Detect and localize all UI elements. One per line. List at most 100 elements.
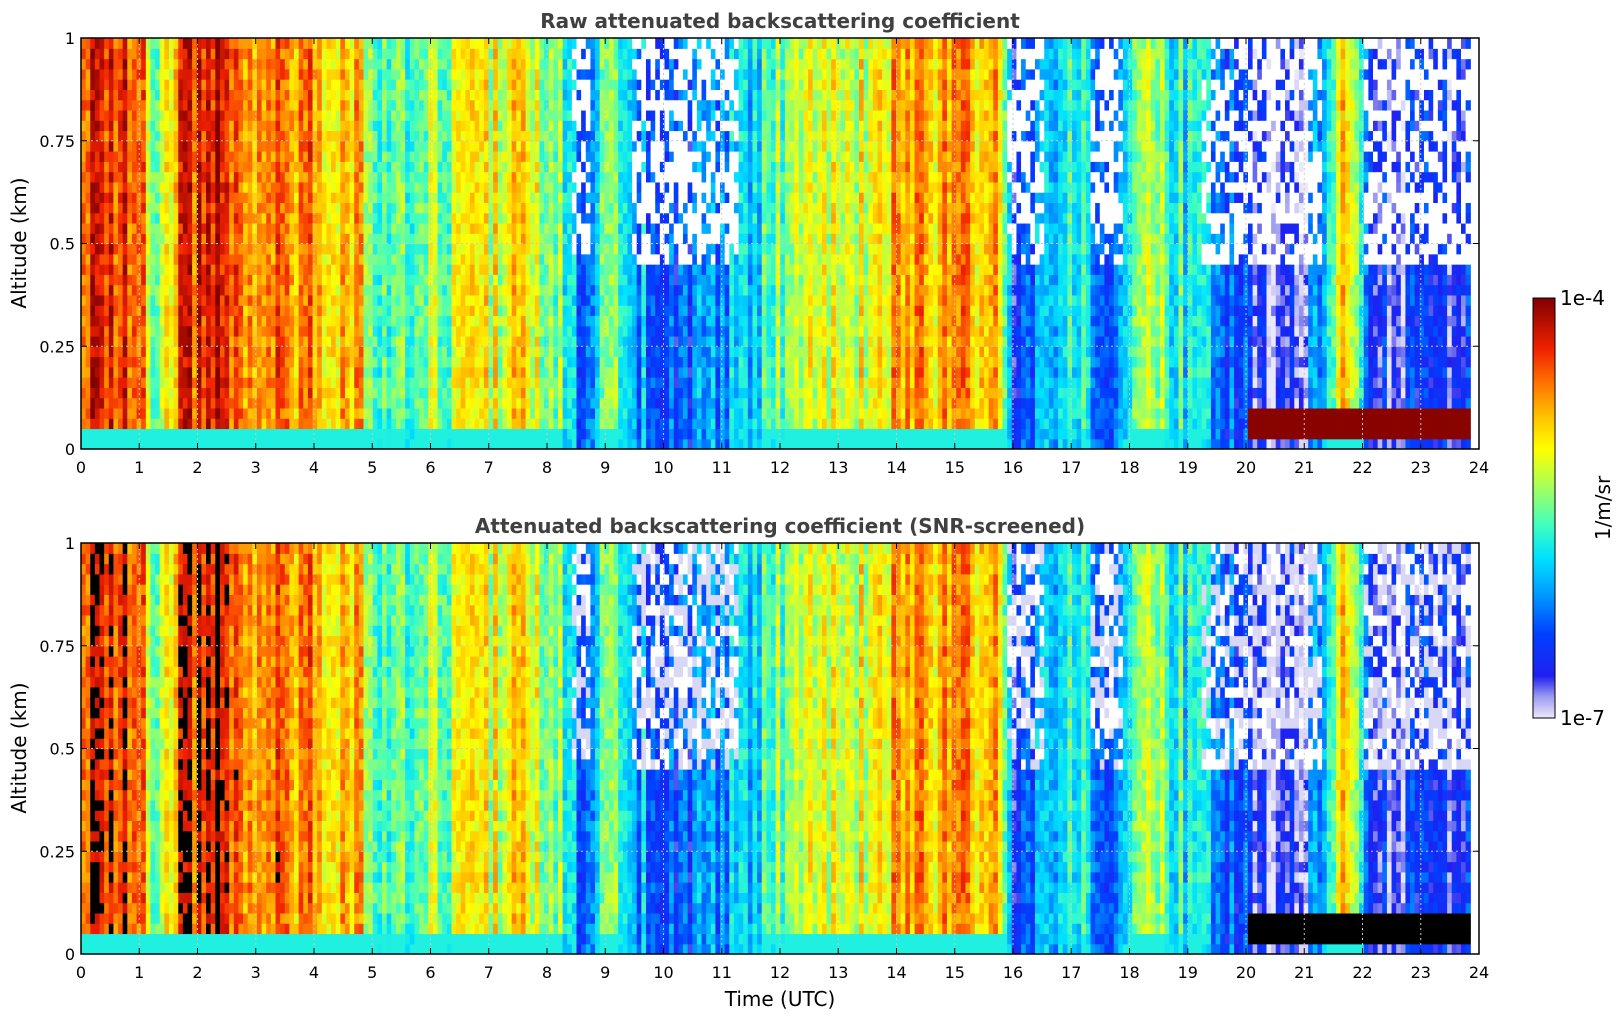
heatmap-cell bbox=[344, 294, 351, 306]
heatmap-cell bbox=[608, 294, 615, 306]
heatmap-cell bbox=[627, 99, 633, 111]
heatmap-cell bbox=[534, 407, 541, 419]
heatmap-cell bbox=[520, 325, 527, 337]
heatmap-cell bbox=[219, 335, 226, 347]
heatmap-cell bbox=[127, 366, 133, 378]
heatmap-cell bbox=[122, 89, 128, 101]
heatmap-cell bbox=[650, 89, 656, 101]
heatmap-cell bbox=[442, 58, 448, 70]
heatmap-cell bbox=[173, 407, 179, 419]
heatmap-cell bbox=[386, 130, 392, 142]
heatmap-cell bbox=[233, 356, 240, 368]
heatmap-cell bbox=[229, 161, 235, 173]
heatmap-cell bbox=[576, 130, 582, 142]
heatmap-cell bbox=[469, 428, 476, 440]
heatmap-cell bbox=[530, 161, 536, 173]
heatmap-cell bbox=[224, 212, 230, 224]
heatmap-cell bbox=[460, 274, 466, 286]
heatmap-cell bbox=[562, 79, 568, 90]
heatmap-cell bbox=[94, 222, 101, 234]
heatmap-cell bbox=[196, 243, 202, 255]
heatmap-cell bbox=[567, 109, 573, 121]
heatmap-cell bbox=[90, 418, 96, 430]
heatmap-cell bbox=[483, 253, 490, 265]
heatmap-cell bbox=[284, 335, 290, 347]
heatmap-cell bbox=[321, 161, 328, 173]
heatmap-cell bbox=[358, 356, 365, 368]
heatmap-cell bbox=[280, 325, 286, 337]
heatmap-cell bbox=[145, 356, 152, 368]
heatmap-cell bbox=[562, 243, 568, 255]
heatmap-cell bbox=[219, 161, 226, 173]
heatmap-cell bbox=[372, 202, 378, 214]
heatmap-cell bbox=[493, 222, 499, 234]
heatmap-cell bbox=[618, 222, 624, 234]
heatmap-cell bbox=[321, 130, 328, 142]
heatmap-cell bbox=[645, 264, 652, 275]
heatmap-cell bbox=[243, 120, 249, 132]
heatmap-cell bbox=[368, 428, 374, 440]
heatmap-cell bbox=[108, 294, 115, 306]
heatmap-cell bbox=[321, 192, 328, 204]
heatmap-cell bbox=[516, 202, 522, 214]
heatmap-cell bbox=[382, 397, 388, 409]
heatmap-cell bbox=[94, 212, 101, 224]
heatmap-cell bbox=[317, 253, 323, 265]
heatmap-cell bbox=[548, 48, 554, 60]
heatmap-cell bbox=[94, 346, 101, 358]
heatmap-cell bbox=[442, 377, 448, 388]
heatmap-cell bbox=[539, 212, 545, 224]
heatmap-cell bbox=[474, 418, 480, 430]
heatmap-cell bbox=[113, 305, 119, 317]
heatmap-cell bbox=[645, 418, 652, 430]
heatmap-cell bbox=[557, 305, 564, 317]
heatmap-cell bbox=[331, 438, 337, 449]
heatmap-cell bbox=[557, 79, 564, 90]
heatmap-cell bbox=[590, 253, 596, 265]
heatmap-cell bbox=[298, 407, 304, 419]
heatmap-cell bbox=[618, 407, 624, 419]
heatmap-cell bbox=[113, 366, 119, 378]
heatmap-cell bbox=[456, 294, 462, 306]
heatmap-cell bbox=[372, 253, 378, 265]
heatmap-cell bbox=[113, 140, 119, 152]
heatmap-cell bbox=[595, 222, 601, 234]
heatmap-cell bbox=[562, 315, 568, 327]
heatmap-cell bbox=[358, 438, 365, 449]
heatmap-cell bbox=[409, 305, 416, 317]
heatmap-cell bbox=[247, 264, 253, 275]
heatmap-cell bbox=[229, 284, 235, 296]
heatmap-cell bbox=[326, 356, 332, 368]
heatmap-cell bbox=[400, 438, 406, 449]
heatmap-cell bbox=[632, 377, 638, 388]
heatmap-cell bbox=[372, 212, 378, 224]
heatmap-cell bbox=[104, 222, 110, 234]
heatmap-cell bbox=[270, 428, 277, 440]
heatmap-cell bbox=[354, 397, 360, 409]
heatmap-cell bbox=[224, 243, 230, 255]
heatmap-cell bbox=[215, 233, 221, 245]
heatmap-cell bbox=[613, 120, 619, 132]
heatmap-cell bbox=[530, 151, 536, 162]
heatmap-cell bbox=[280, 284, 286, 296]
heatmap-cell bbox=[349, 243, 355, 255]
heatmap-cell bbox=[419, 202, 425, 214]
heatmap-cell bbox=[141, 222, 147, 234]
heatmap-cell bbox=[243, 89, 249, 101]
heatmap-cell bbox=[581, 335, 587, 347]
heatmap-cell bbox=[442, 346, 448, 358]
heatmap-cell bbox=[261, 140, 267, 152]
heatmap-cell bbox=[604, 305, 610, 317]
heatmap-cell bbox=[289, 120, 295, 132]
heatmap-cell bbox=[451, 109, 457, 121]
heatmap-cell bbox=[590, 387, 596, 399]
heatmap-cell bbox=[196, 120, 202, 132]
heatmap-cell bbox=[479, 305, 485, 317]
heatmap-cell bbox=[581, 48, 587, 60]
heatmap-cell bbox=[632, 356, 638, 368]
heatmap-cell bbox=[252, 181, 258, 193]
heatmap-cell bbox=[358, 130, 365, 142]
heatmap-cell bbox=[321, 387, 328, 399]
heatmap-cell bbox=[326, 407, 332, 419]
heatmap-cell bbox=[599, 305, 605, 317]
